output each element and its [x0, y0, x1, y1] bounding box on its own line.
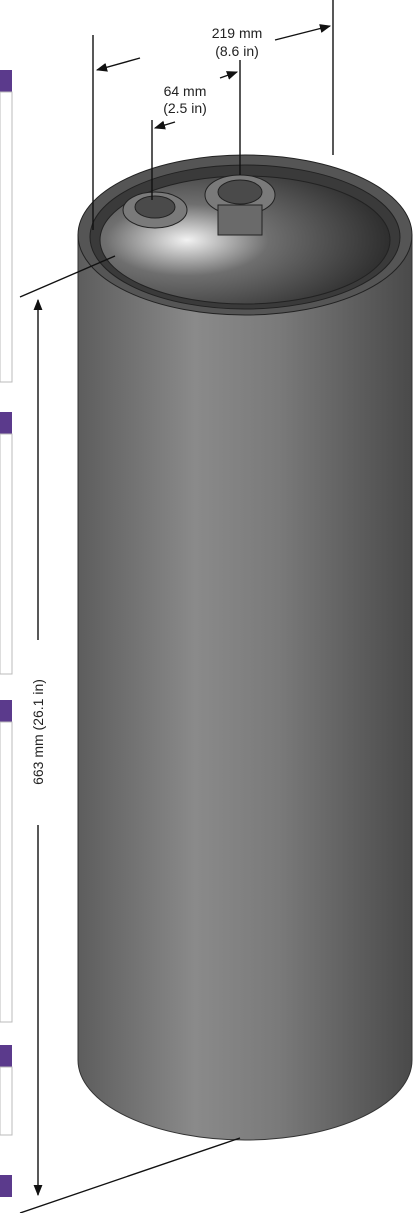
- height-label: 663 mm (26.1 in): [30, 679, 46, 785]
- table-fragments: [0, 70, 13, 1197]
- dimension-lines: [19, 0, 334, 1213]
- diameter-imperial: (8.6 in): [215, 43, 259, 59]
- port-metric: 64 mm: [164, 83, 207, 99]
- port-imperial: (2.5 in): [163, 100, 207, 116]
- diameter-metric: 219 mm: [212, 25, 263, 41]
- cylinder: [77, 154, 413, 1141]
